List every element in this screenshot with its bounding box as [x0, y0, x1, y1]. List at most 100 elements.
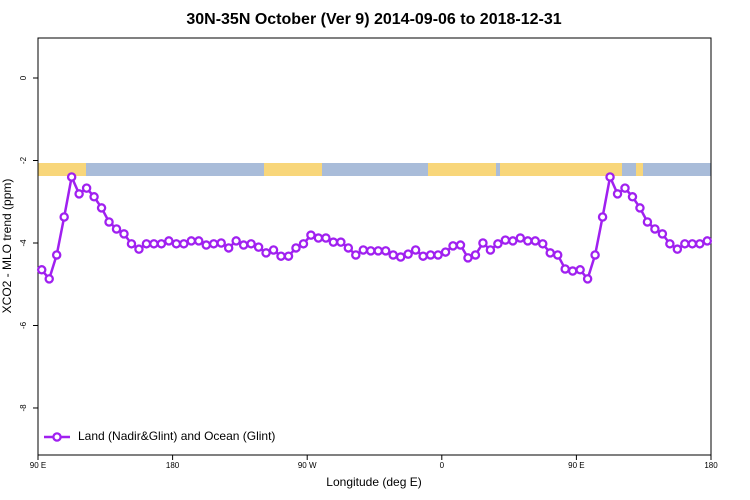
- point: [635, 203, 645, 213]
- y-tick-label: -4: [19, 239, 28, 247]
- point: [410, 245, 421, 255]
- point: [171, 239, 182, 249]
- point: [111, 224, 122, 234]
- point: [141, 239, 152, 249]
- point: [515, 233, 526, 243]
- point: [597, 212, 608, 222]
- point: [343, 243, 354, 253]
- point: [440, 247, 451, 257]
- point: [523, 236, 533, 246]
- point: [336, 237, 346, 247]
- point: [223, 243, 234, 253]
- point: [231, 236, 241, 246]
- point: [358, 245, 369, 255]
- point: [403, 249, 413, 259]
- point: [59, 212, 69, 222]
- x-tick-label: 90 E: [568, 461, 584, 470]
- land-band: [264, 163, 322, 176]
- x-axis-label: Longitude (deg E): [326, 475, 421, 489]
- legend-marker: [52, 432, 62, 442]
- point: [164, 236, 174, 246]
- point: [687, 239, 698, 249]
- point: [246, 239, 256, 249]
- point: [321, 233, 331, 243]
- land-ocean-strip: [38, 163, 711, 176]
- y-tick-label: -2: [19, 156, 28, 164]
- y-tick-label: -8: [19, 404, 28, 412]
- point: [665, 239, 675, 249]
- point: [567, 266, 578, 276]
- point: [478, 238, 488, 248]
- point: [433, 250, 443, 260]
- point: [388, 250, 398, 260]
- point: [448, 241, 458, 251]
- point: [194, 236, 204, 246]
- point: [538, 239, 548, 249]
- x-tick-label: 90 W: [298, 461, 317, 470]
- point: [51, 250, 62, 260]
- point: [291, 243, 301, 253]
- point: [208, 239, 219, 249]
- point: [134, 244, 144, 254]
- point: [283, 251, 294, 261]
- point: [508, 236, 518, 246]
- legend-item: Land (Nadir&Glint) and Ocean (Glint): [44, 429, 275, 443]
- point: [627, 192, 638, 202]
- point: [44, 274, 54, 284]
- land-band: [636, 163, 643, 176]
- point: [298, 239, 309, 249]
- point: [590, 250, 600, 260]
- point: [156, 239, 167, 249]
- point: [657, 229, 668, 239]
- point: [149, 239, 159, 249]
- point: [485, 245, 496, 255]
- point: [74, 189, 84, 199]
- point: [493, 239, 503, 249]
- point: [201, 240, 211, 250]
- point: [500, 235, 511, 245]
- point: [463, 253, 473, 263]
- legend-label: Land (Nadir&Glint) and Ocean (Glint): [78, 429, 275, 443]
- point: [545, 248, 555, 258]
- point: [612, 189, 623, 199]
- point: [179, 239, 189, 249]
- point: [672, 244, 683, 254]
- point: [66, 172, 77, 182]
- point: [268, 245, 279, 255]
- point: [642, 217, 653, 227]
- chart-title: 30N-35N October (Ver 9) 2014-09-06 to 20…: [186, 11, 561, 28]
- point: [530, 236, 541, 246]
- y-axis-label: XCO2 - MLO trend (ppm): [0, 179, 14, 314]
- point: [373, 246, 383, 256]
- x-tick-label: 90 E: [30, 461, 46, 470]
- plot-frame: [37, 37, 712, 456]
- land-band: [428, 163, 496, 176]
- point: [395, 252, 406, 262]
- point: [702, 236, 713, 246]
- point: [650, 224, 660, 234]
- point: [425, 250, 436, 260]
- point: [351, 250, 361, 260]
- point: [605, 172, 615, 182]
- y-tick-label: -6: [19, 321, 28, 329]
- point: [89, 192, 99, 202]
- point: [306, 230, 316, 240]
- x-tick-label: 0: [440, 461, 445, 470]
- point: [261, 248, 271, 258]
- point: [560, 264, 570, 274]
- point: [470, 250, 481, 260]
- point: [81, 183, 92, 193]
- x-tick-label: 180: [704, 461, 718, 470]
- point: [313, 233, 324, 243]
- land-band: [500, 163, 622, 176]
- point: [418, 251, 428, 261]
- point: [366, 246, 376, 256]
- point: [104, 217, 114, 227]
- y-tick-label: 0: [19, 75, 28, 80]
- point: [620, 183, 630, 193]
- land-band: [38, 163, 86, 176]
- x-tick-label: 180: [166, 461, 180, 470]
- point: [119, 229, 129, 239]
- point: [552, 250, 563, 260]
